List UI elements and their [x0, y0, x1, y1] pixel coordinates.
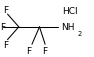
Text: F: F [0, 23, 5, 32]
Text: F: F [4, 40, 9, 49]
Text: F: F [26, 46, 31, 55]
Text: NH: NH [62, 23, 75, 32]
Text: F: F [4, 6, 9, 15]
Text: 2: 2 [78, 30, 82, 36]
Text: F: F [42, 46, 47, 55]
Text: HCl: HCl [62, 7, 78, 16]
